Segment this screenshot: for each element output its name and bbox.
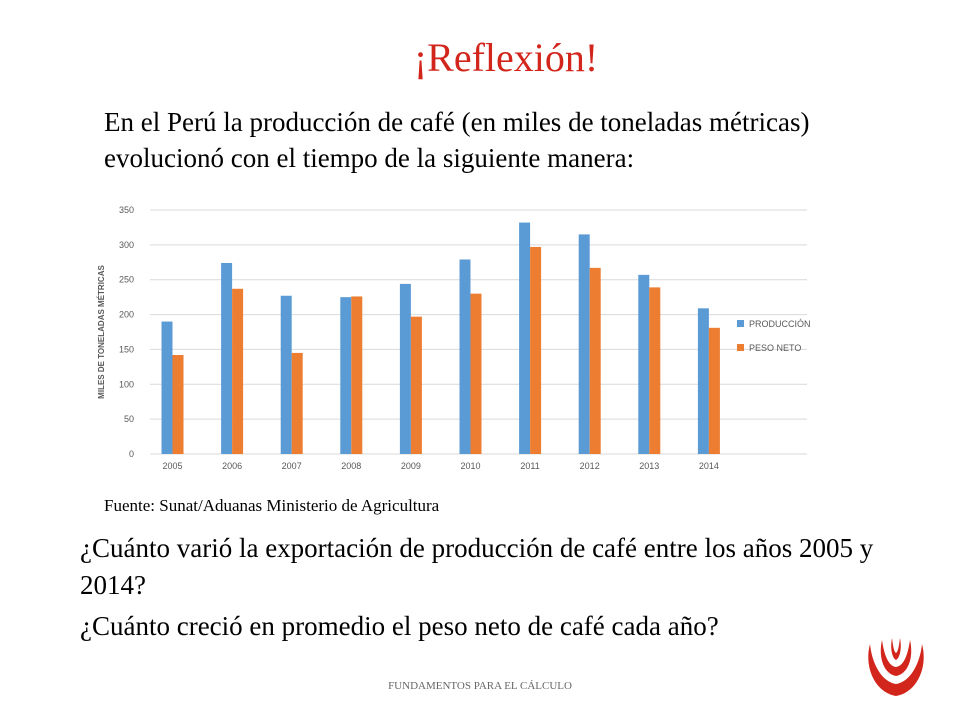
legend-swatch [737, 320, 744, 327]
y-tick-label: 0 [129, 449, 134, 459]
x-tick-label: 2013 [639, 461, 659, 471]
coffee-production-chart: 0 50 100 150 200 250 300 350 MILES DE TONELADAS … [97, 205, 811, 471]
bar-produccion-2009 [399, 283, 411, 454]
x-tick-label: 2008 [341, 461, 361, 471]
question-2: ¿Cuánto creció en promedio el peso neto … [80, 611, 719, 641]
x-tick-label: 2007 [282, 461, 302, 471]
university-logo-icon [868, 638, 924, 696]
footer-text: FUNDAMENTOS PARA EL CÁLCULO [388, 680, 572, 692]
bar-peso-neto-2011 [530, 246, 542, 454]
bar-peso-neto-2007 [291, 352, 303, 454]
y-tick-label: 100 [119, 379, 134, 389]
intro-text: En el Perú la producción de café (en mil… [104, 107, 810, 173]
bar-produccion-2012 [578, 234, 590, 454]
bar-produccion-2006 [221, 262, 233, 454]
bar-produccion-2011 [519, 222, 531, 454]
bar-peso-neto-2014 [708, 327, 720, 454]
source-note: Fuente: Sunat/Aduanas Ministerio de Agri… [104, 496, 440, 515]
y-tick-label: 150 [119, 344, 134, 354]
bar-peso-neto-2009 [410, 316, 422, 454]
y-tick-label: 250 [119, 275, 134, 285]
y-axis-title: MILES DE TONELADAS MÉTRICAS [97, 265, 106, 399]
x-tick-label: 2005 [162, 461, 182, 471]
x-tick-label: 2006 [222, 461, 242, 471]
y-tick-label: 300 [119, 240, 134, 250]
legend-swatch [737, 344, 744, 351]
bar-peso-neto-2012 [589, 267, 601, 454]
question-1: ¿Cuánto varió la exportación de producci… [80, 533, 874, 600]
bar-peso-neto-2005 [172, 355, 184, 454]
bar-peso-neto-2006 [232, 288, 244, 454]
bar-produccion-2005 [161, 321, 173, 454]
y-tick-label: 350 [119, 205, 134, 215]
slide-title: ¡Reflexión! [413, 35, 599, 80]
legend-label: PRODUCCIÓN [749, 319, 811, 329]
bar-peso-neto-2010 [470, 293, 482, 454]
x-tick-label: 2011 [520, 461, 539, 471]
y-tick-label: 200 [119, 310, 134, 320]
bar-produccion-2014 [697, 308, 709, 454]
bar-peso-neto-2013 [649, 287, 661, 454]
x-tick-label: 2012 [580, 461, 600, 471]
bar-produccion-2008 [340, 297, 352, 454]
legend-label: PESO NETO [749, 343, 801, 353]
bar-produccion-2007 [280, 295, 292, 454]
x-tick-label: 2014 [699, 461, 719, 471]
x-tick-label: 2010 [460, 461, 480, 471]
x-tick-label: 2009 [401, 461, 421, 471]
bar-produccion-2013 [638, 274, 650, 454]
bar-peso-neto-2008 [351, 296, 363, 454]
y-tick-label: 50 [124, 414, 134, 424]
bar-produccion-2010 [459, 259, 471, 454]
